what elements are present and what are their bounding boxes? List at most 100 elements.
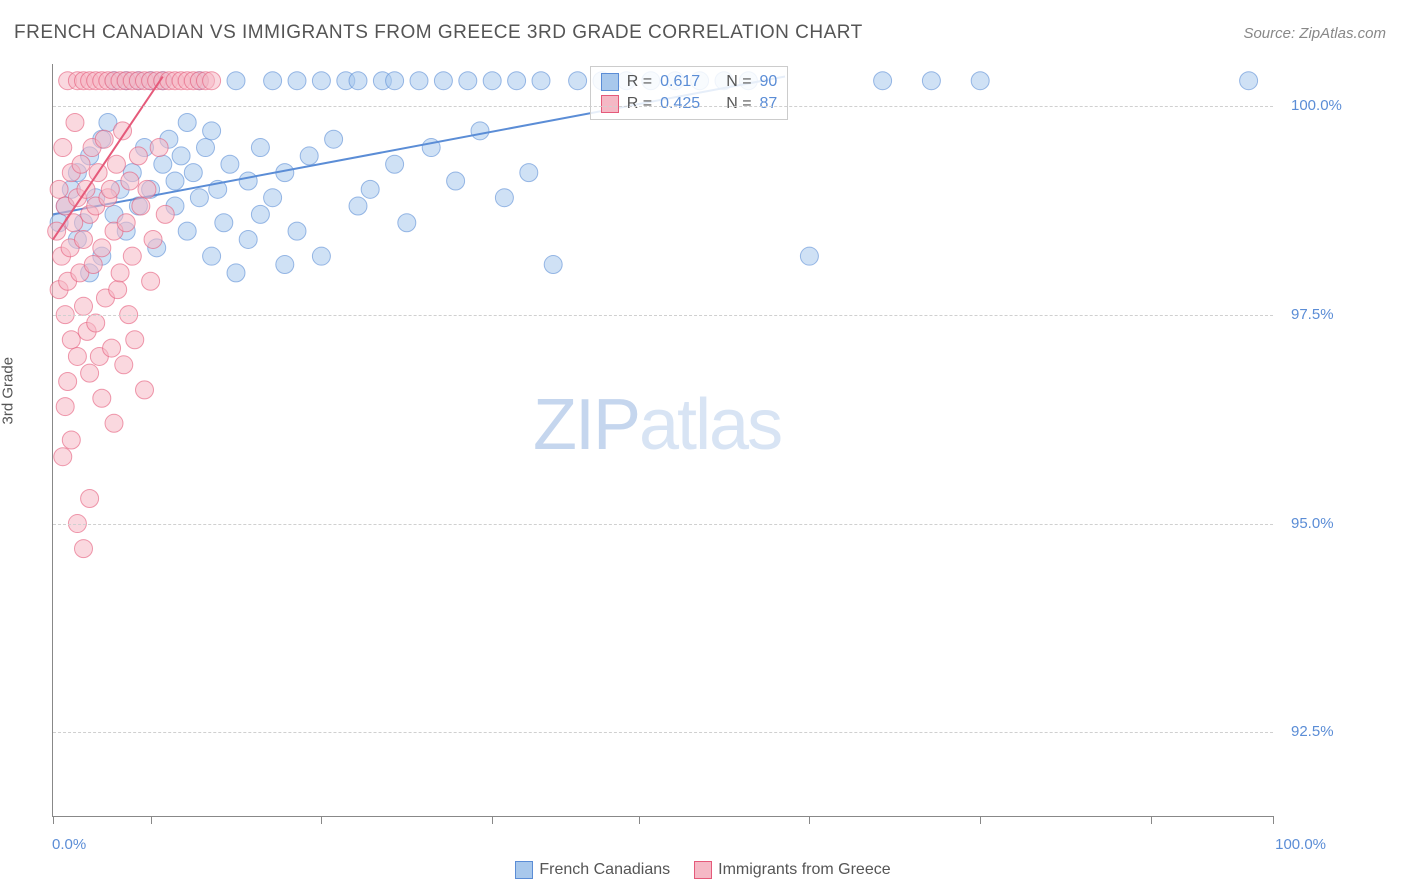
y-tick-label: 97.5%	[1291, 306, 1334, 323]
data-point-greece	[129, 147, 147, 165]
data-point-greece	[150, 139, 168, 157]
plot-area: ZIPatlas R =0.617N =90R =0.425N =87 100.…	[52, 64, 1273, 817]
legend-r-label: R =	[627, 73, 652, 91]
x-tick	[639, 816, 640, 824]
legend-r-value: 0.617	[660, 73, 700, 91]
legend-n-label: N =	[726, 73, 751, 91]
legend-stats-row-greece: R =0.425N =87	[601, 93, 778, 115]
data-point-greece	[56, 398, 74, 416]
data-point-french	[459, 72, 477, 90]
data-point-greece	[156, 205, 174, 223]
data-point-french	[386, 72, 404, 90]
data-point-greece	[115, 356, 133, 374]
data-point-greece	[93, 239, 111, 257]
source-label: Source: ZipAtlas.com	[1243, 25, 1386, 42]
data-point-french	[203, 122, 221, 140]
legend-stats-box: R =0.617N =90R =0.425N =87	[590, 66, 789, 120]
data-point-greece	[75, 230, 93, 248]
data-point-french	[203, 247, 221, 265]
data-point-greece	[81, 489, 99, 507]
data-point-french	[264, 72, 282, 90]
y-tick-label: 95.0%	[1291, 515, 1334, 532]
data-point-french	[349, 197, 367, 215]
x-axis-min-label: 0.0%	[52, 836, 86, 853]
bottom-legend-swatch-french	[515, 861, 533, 879]
data-point-greece	[54, 448, 72, 466]
y-tick-label: 100.0%	[1291, 97, 1342, 114]
x-axis-max-label: 100.0%	[1275, 836, 1326, 853]
x-tick	[980, 816, 981, 824]
data-point-greece	[117, 214, 135, 232]
bottom-legend-item-greece: Immigrants from Greece	[694, 861, 890, 879]
data-point-greece	[75, 297, 93, 315]
data-point-greece	[54, 139, 72, 157]
data-point-greece	[126, 331, 144, 349]
bottom-legend-swatch-greece	[694, 861, 712, 879]
data-point-french	[434, 72, 452, 90]
data-point-french	[349, 72, 367, 90]
gridline-h	[53, 732, 1273, 733]
data-point-french	[178, 113, 196, 131]
data-point-greece	[50, 180, 68, 198]
y-axis-label: 3rd Grade	[0, 357, 17, 425]
y-tick-label: 92.5%	[1291, 723, 1334, 740]
data-point-french	[922, 72, 940, 90]
data-point-french	[264, 189, 282, 207]
data-point-french	[495, 189, 513, 207]
bottom-legend-item-french: French Canadians	[515, 861, 670, 879]
bottom-legend-label: French Canadians	[539, 861, 670, 879]
chart-title: FRENCH CANADIAN VS IMMIGRANTS FROM GREEC…	[14, 22, 863, 44]
data-point-french	[288, 222, 306, 240]
data-point-greece	[72, 155, 90, 173]
data-point-greece	[132, 197, 150, 215]
data-point-french	[221, 155, 239, 173]
data-point-greece	[138, 180, 156, 198]
data-point-french	[154, 155, 172, 173]
data-point-french	[532, 72, 550, 90]
data-point-greece	[93, 389, 111, 407]
data-point-french	[227, 72, 245, 90]
legend-n-label: N =	[726, 95, 751, 113]
data-point-french	[800, 247, 818, 265]
legend-r-label: R =	[627, 95, 652, 113]
data-point-greece	[105, 414, 123, 432]
legend-n-value: 87	[760, 95, 778, 113]
data-point-french	[544, 256, 562, 274]
legend-swatch-greece	[601, 95, 619, 113]
data-point-french	[215, 214, 233, 232]
data-point-french	[520, 164, 538, 182]
data-point-french	[251, 205, 269, 223]
data-point-french	[239, 230, 257, 248]
bottom-legend-label: Immigrants from Greece	[718, 861, 890, 879]
data-point-french	[410, 72, 428, 90]
legend-n-value: 90	[760, 73, 778, 91]
data-point-french	[184, 164, 202, 182]
data-point-greece	[62, 331, 80, 349]
data-point-greece	[84, 256, 102, 274]
data-point-greece	[136, 381, 154, 399]
data-point-french	[300, 147, 318, 165]
data-point-greece	[107, 155, 125, 173]
data-point-french	[276, 256, 294, 274]
x-tick	[1151, 816, 1152, 824]
data-point-greece	[203, 72, 221, 90]
x-tick	[1273, 816, 1274, 824]
gridline-h	[53, 524, 1273, 525]
data-point-french	[483, 72, 501, 90]
data-point-french	[398, 214, 416, 232]
chart-container: FRENCH CANADIAN VS IMMIGRANTS FROM GREEC…	[0, 0, 1406, 892]
data-point-french	[971, 72, 989, 90]
legend-stats-row-french: R = 0.617 N = 90	[601, 71, 778, 93]
x-tick	[53, 816, 54, 824]
data-point-greece	[101, 180, 119, 198]
data-point-french	[197, 139, 215, 157]
data-point-french	[508, 72, 526, 90]
data-point-greece	[95, 130, 113, 148]
data-point-french	[386, 155, 404, 173]
data-point-greece	[103, 339, 121, 357]
data-point-greece	[68, 347, 86, 365]
data-point-french	[166, 172, 184, 190]
data-point-french	[447, 172, 465, 190]
legend-swatch-french	[601, 73, 619, 91]
data-point-greece	[121, 172, 139, 190]
